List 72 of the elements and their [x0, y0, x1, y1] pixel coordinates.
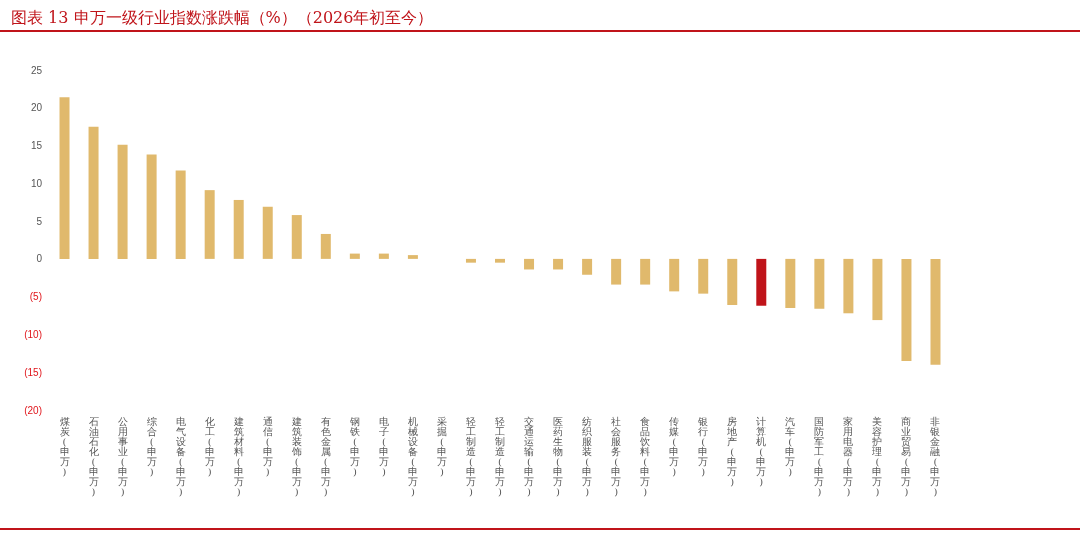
- bar: [553, 258, 564, 270]
- x-tick-label: 煤炭(申万): [59, 415, 70, 477]
- x-tick-label: 汽车(申万): [785, 415, 796, 477]
- y-tick-label: (15): [24, 366, 42, 378]
- x-tick-label: 交通运输(申万): [524, 415, 535, 497]
- x-tick-label: 轻工制造(申万): [465, 415, 476, 497]
- x-tick-label: 计算机(申万): [756, 415, 767, 487]
- bar: [117, 144, 128, 259]
- bar: [756, 258, 767, 306]
- bar: [611, 258, 622, 285]
- y-tick-label: 10: [30, 177, 43, 189]
- bar: [262, 206, 273, 259]
- y-tick-label: 20: [30, 102, 43, 114]
- chart-title: 图表 13 申万一级行业指数涨跌幅（%）（2026年初至今）: [11, 7, 434, 27]
- bar: [146, 154, 157, 259]
- x-tick-label: 国防军工(申万): [814, 415, 825, 497]
- bar: [640, 258, 651, 285]
- bar: [291, 215, 302, 259]
- bar: [495, 258, 505, 263]
- x-tick-label: 钢铁(申万): [348, 415, 360, 477]
- x-tick-label: 非银金融(申万): [929, 415, 941, 497]
- bar: [378, 253, 389, 259]
- bar: [669, 258, 680, 292]
- x-tick-label: 电气设备(申万): [175, 415, 186, 497]
- y-tick-label: 5: [36, 215, 43, 227]
- x-tick-label: 化工(申万): [204, 415, 215, 477]
- y-tick-label: 0: [36, 253, 43, 265]
- y-tick-label: 25: [30, 64, 43, 76]
- x-tick-label: 家用电器(申万): [843, 415, 854, 497]
- x-tick-label: 建筑材料(申万): [232, 415, 244, 497]
- x-tick-label: 社会服务(申万): [611, 415, 622, 497]
- bar: [320, 233, 331, 259]
- x-tick-label: 机械设备(申万): [407, 415, 418, 497]
- x-tick-label: 石油石化(申万): [88, 415, 99, 497]
- bar: [727, 258, 738, 305]
- bar: [407, 255, 418, 259]
- y-tick-label: (10): [24, 328, 42, 340]
- bar: [698, 258, 709, 294]
- x-tick-label: 轻工制造(申万): [495, 415, 505, 497]
- x-tick-label: 食品饮料(申万): [639, 415, 651, 497]
- bar: [465, 258, 476, 263]
- x-tick-label: 通信(申万): [262, 415, 273, 477]
- bar: [814, 258, 825, 309]
- bar: [59, 97, 70, 259]
- bar: [930, 258, 941, 365]
- bar: [843, 258, 854, 314]
- x-tick-label: 建筑装饰(申万): [290, 415, 302, 497]
- x-tick-label: 电子(申万): [378, 415, 389, 477]
- x-tick-label: 银行(申万): [697, 415, 709, 477]
- bar: [204, 190, 215, 259]
- x-tick-label: 公用事业(申万): [117, 415, 128, 497]
- x-tick-label: 美容护理(申万): [871, 415, 883, 497]
- y-tick-label: (5): [29, 291, 42, 303]
- x-tick-label: 商业贸易(申万): [901, 415, 912, 497]
- x-tick-label: 纺织服装(申万): [582, 415, 593, 497]
- bar: [175, 170, 186, 259]
- x-tick-label: 传媒(申万): [669, 415, 680, 477]
- bar: [582, 258, 593, 275]
- y-tick-label: 15: [30, 140, 43, 152]
- bar: [785, 258, 796, 308]
- x-tick-label: 房地产(申万): [726, 415, 738, 487]
- x-tick-label: 有色金属(申万): [320, 415, 331, 497]
- bar: [233, 199, 244, 259]
- y-tick-label: (20): [24, 404, 42, 416]
- x-tick-label: 医药生物(申万): [553, 415, 564, 497]
- bar: [872, 258, 883, 321]
- bar: [349, 253, 360, 259]
- x-tick-label: 综合(申万): [146, 415, 157, 477]
- bar: [901, 258, 912, 361]
- x-tick-label: 采掘(申万): [436, 415, 447, 477]
- bar: [88, 126, 99, 259]
- bar: [524, 258, 535, 270]
